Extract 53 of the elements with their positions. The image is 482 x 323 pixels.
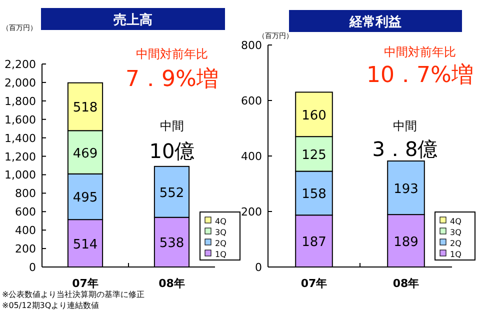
y-tick-label: 1,000 (4, 168, 36, 182)
legend-label: 1Q (215, 250, 226, 259)
data-label: 514 (72, 237, 98, 252)
data-label: 160 (302, 108, 326, 124)
x-tick-label: 08年 (392, 277, 420, 290)
y-tick-label: 2,000 (4, 76, 36, 90)
text: 中間対前年比 (136, 47, 208, 61)
y-tick-label: 1,200 (4, 150, 36, 164)
data-label: 189 (394, 234, 418, 250)
data-label: 158 (302, 187, 326, 202)
data-label: 552 (159, 186, 184, 201)
data-label: 469 (72, 146, 98, 162)
y-tick-label: 400 (15, 224, 36, 238)
data-label: 125 (302, 148, 326, 163)
y-tick-label: 0 (255, 261, 262, 274)
y-tick-label: 400 (241, 150, 262, 163)
chart-title: 売上高 (114, 12, 152, 28)
data-label: 538 (159, 236, 184, 252)
chart-title: 経常利益 (348, 14, 402, 30)
annotation: 10億 (149, 139, 195, 163)
legend-label: 3Q (215, 228, 226, 237)
text: ※05/12期3Qより連結数値 (2, 301, 100, 310)
x-tick-label: 07年 (300, 277, 328, 290)
y-tick-label: 600 (15, 206, 36, 219)
annotation: 中間 (393, 119, 417, 133)
data-label: 518 (72, 100, 98, 116)
annotation: 7．9%増 (126, 67, 218, 92)
text: ※公表数値より当社決算期の基準に修正 (2, 290, 145, 299)
data-label: 193 (394, 182, 418, 197)
data-label: 187 (302, 235, 326, 250)
y-tick-label: 200 (15, 242, 36, 256)
y-tick-label: 200 (241, 206, 262, 218)
data-label: 495 (72, 190, 98, 206)
y-tick-label: 1,800 (4, 94, 36, 108)
y-tick-label: 800 (241, 39, 262, 52)
annotation: 中間 (160, 119, 184, 133)
y-tick-label: 1,600 (4, 113, 36, 126)
y-tick-label: 2,200 (4, 58, 36, 71)
legend-label: 2Q (215, 239, 226, 248)
y-tick-label: 600 (241, 94, 262, 108)
legend-label: 4Q (450, 217, 462, 226)
annotation: 中間対前年比 (384, 45, 456, 59)
x-tick-label: 08年 (158, 277, 185, 290)
y-tick-label: 0 (29, 261, 36, 274)
y-tick-label: 1,400 (4, 132, 36, 145)
y-tick-label: 800 (15, 187, 36, 200)
annotation: 10．7%増 (366, 63, 474, 88)
legend-label: 2Q (450, 239, 462, 248)
legend-label: 4Q (215, 217, 226, 226)
legend-label: 3Q (450, 228, 462, 237)
x-tick-label: 07年 (72, 277, 98, 290)
legend-label: 1Q (450, 250, 462, 259)
annotation: 3．8億 (372, 137, 438, 161)
